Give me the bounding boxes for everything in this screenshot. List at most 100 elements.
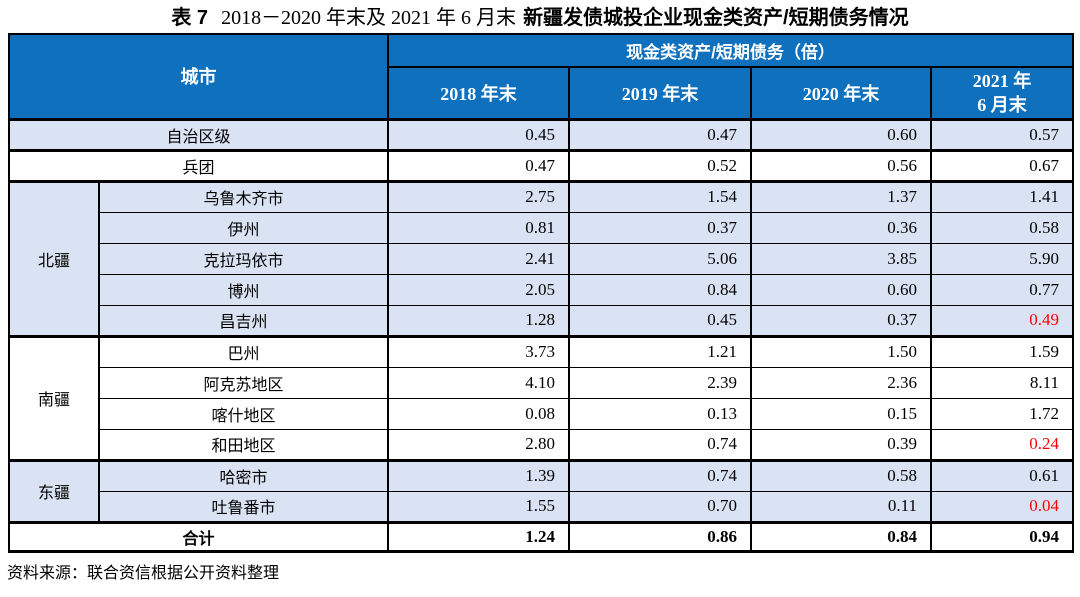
value-cell: 5.06: [568, 242, 752, 275]
value-cell: 0.58: [929, 211, 1075, 244]
table-row-zizhiquji: 自治区级 0.45 0.47 0.60 0.57: [8, 117, 1075, 151]
table-row-bingtuan: 兵团 0.47 0.52 0.56 0.67: [8, 148, 1075, 182]
value-cell: 1.54: [568, 179, 752, 213]
value-cell: 0.84: [568, 273, 752, 306]
table-row-yizhou: 伊州 0.81 0.37 0.36 0.58: [9, 211, 1075, 244]
header-metric-group: 现金类资产/短期债务（倍）: [386, 33, 1075, 68]
caption-table-number: 表 7: [171, 7, 209, 29]
value-cell: 1.59: [929, 334, 1075, 368]
value-cell: 0.13: [568, 397, 752, 430]
value-cell: 0.45: [568, 304, 752, 337]
table-row-akesu: 阿克苏地区 4.10 2.39 2.36 8.11: [9, 366, 1075, 399]
value-cell: 5.90: [929, 242, 1075, 275]
value-cell: 0.60: [750, 117, 932, 151]
total-value-cell: 0.84: [750, 520, 932, 553]
city-cell: 和田地区: [98, 428, 389, 461]
value-cell: 3.85: [750, 242, 932, 275]
report-table-figure: 表 7 2018－2020 年末及 2021 年 6 月末 新疆发债城投企业现金…: [0, 0, 1080, 582]
row-label: 自治区级: [8, 117, 389, 151]
city-cell: 喀什地区: [98, 397, 389, 430]
value-cell: 2.05: [387, 273, 570, 306]
value-cell: 1.28: [387, 304, 570, 337]
value-cell-highlighted: 0.49: [929, 304, 1075, 337]
table-row-hami: 东疆 哈密市 1.39 0.74 0.58 0.61: [8, 458, 1075, 523]
value-cell: 0.70: [568, 490, 752, 523]
city-cell: 乌鲁木齐市: [98, 179, 389, 213]
caption-period: 2018－2020 年末及 2021 年 6 月末: [221, 7, 517, 29]
header-period-2019: 2019 年末: [568, 66, 752, 121]
value-cell: 0.36: [750, 211, 932, 244]
city-cell: 克拉玛依市: [98, 242, 389, 275]
table-row-tulufan: 吐鲁番市 1.55 0.70 0.11 0.04: [9, 490, 1075, 523]
value-cell: 2.75: [387, 179, 570, 213]
city-cell: 博州: [98, 273, 389, 306]
value-cell: 0.37: [750, 304, 932, 337]
city-cell: 巴州: [98, 334, 389, 368]
city-cell: 吐鲁番市: [98, 490, 389, 523]
value-cell: 0.58: [750, 458, 932, 492]
value-cell: 0.37: [568, 211, 752, 244]
data-table: 城市 现金类资产/短期债务（倍） 2018 年末 2019 年末 2020 年末…: [8, 33, 1075, 553]
value-cell: 0.61: [929, 458, 1075, 492]
total-label: 合计: [8, 520, 389, 553]
value-cell-highlighted: 0.24: [929, 428, 1075, 461]
value-cell: 0.74: [568, 428, 752, 461]
value-cell: 0.74: [568, 458, 752, 492]
value-cell: 0.57: [929, 117, 1075, 151]
table-row-kelamayi: 克拉玛依市 2.41 5.06 3.85 5.90: [9, 242, 1075, 275]
value-cell: 2.80: [387, 428, 570, 461]
table-row-kashi: 喀什地区 0.08 0.13 0.15 1.72: [9, 397, 1075, 430]
table-row-hetian: 和田地区 2.80 0.74 0.39 0.24: [9, 428, 1075, 461]
value-cell: 2.39: [568, 366, 752, 399]
city-cell: 哈密市: [98, 458, 389, 492]
value-cell: 0.52: [568, 148, 752, 182]
region-group-label-nanjiang: 南疆: [8, 334, 100, 461]
city-cell: 阿克苏地区: [98, 366, 389, 399]
header-row-top: 城市 现金类资产/短期债务（倍）: [8, 33, 1075, 120]
header-period-2018: 2018 年末: [387, 66, 570, 121]
header-row-periods: 2018 年末 2019 年末 2020 年末 2021 年 6 月末: [9, 66, 1075, 121]
value-cell: 0.60: [750, 273, 932, 306]
city-cell: 伊州: [98, 211, 389, 244]
table-row-wulumuqi: 北疆 乌鲁木齐市 2.75 1.54 1.37 1.41: [8, 179, 1075, 337]
value-cell: 1.41: [929, 179, 1075, 213]
source-note: 资料来源：联合资信根据公开资料整理: [7, 564, 280, 582]
header-period-2020: 2020 年末: [750, 66, 932, 121]
value-cell-highlighted: 0.04: [929, 490, 1075, 523]
value-cell: 0.11: [750, 490, 932, 523]
header-period-2021h1: 2021 年 6 月末: [929, 66, 1075, 121]
city-cell: 昌吉州: [98, 304, 389, 337]
value-cell: 0.15: [750, 397, 932, 430]
value-cell: 0.47: [568, 117, 752, 151]
row-label: 兵团: [8, 148, 389, 182]
caption-subject: 新疆发债城投企业现金类资产/短期债务情况: [523, 7, 909, 29]
total-value-cell: 0.86: [568, 520, 752, 553]
value-cell: 2.36: [750, 366, 932, 399]
value-cell: 1.50: [750, 334, 932, 368]
table-row-changjizhou: 昌吉州 1.28 0.45 0.37 0.49: [9, 304, 1075, 337]
value-cell: 1.72: [929, 397, 1075, 430]
total-value-cell: 0.94: [929, 520, 1075, 553]
value-cell: 0.77: [929, 273, 1075, 306]
total-value-cell: 1.24: [387, 520, 570, 553]
value-cell: 1.39: [387, 458, 570, 492]
value-cell: 0.56: [750, 148, 932, 182]
region-group-label-dongjiang: 东疆: [8, 458, 100, 523]
value-cell: 2.41: [387, 242, 570, 275]
value-cell: 0.47: [387, 148, 570, 182]
table-caption: 表 7 2018－2020 年末及 2021 年 6 月末 新疆发债城投企业现金…: [0, 0, 1080, 33]
value-cell: 3.73: [387, 334, 570, 368]
table-row-total: 合计 1.24 0.86 0.84 0.94: [8, 520, 1075, 553]
table-row-bozhou: 博州 2.05 0.84 0.60 0.77: [9, 273, 1075, 306]
table-row-bazhou: 南疆 巴州 3.73 1.21 1.50 1.59: [8, 334, 1075, 461]
value-cell: 4.10: [387, 366, 570, 399]
value-cell: 0.39: [750, 428, 932, 461]
header-city: 城市: [8, 33, 389, 120]
value-cell: 1.55: [387, 490, 570, 523]
value-cell: 0.67: [929, 148, 1075, 182]
value-cell: 0.81: [387, 211, 570, 244]
value-cell: 8.11: [929, 366, 1075, 399]
value-cell: 0.08: [387, 397, 570, 430]
region-group-label-beijiang: 北疆: [8, 179, 100, 337]
value-cell: 0.45: [387, 117, 570, 151]
